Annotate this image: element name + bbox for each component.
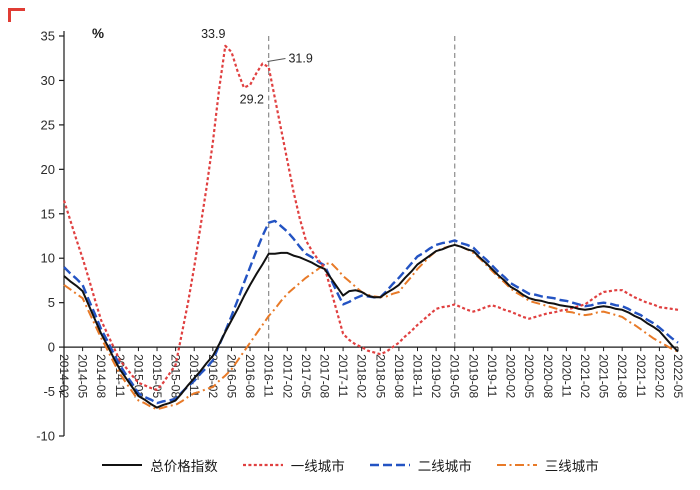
y-tick-label: 30 — [41, 73, 55, 88]
legend-swatch-total-price-index — [102, 464, 143, 466]
y-tick-label: -10 — [36, 429, 55, 444]
x-tick-label: 2017-08 — [317, 354, 331, 398]
y-tick-label: 0 — [48, 340, 55, 355]
y-tick-label: -5 — [43, 384, 55, 399]
x-tick-label: 2018-11 — [411, 354, 425, 397]
x-tick-label: 2021-05 — [597, 354, 611, 398]
x-tick-label: 2019-11 — [485, 354, 499, 397]
x-tick-label: 2021-08 — [615, 354, 629, 398]
x-tick-label: 2021-11 — [634, 354, 648, 397]
legend-item-tier-2-cities: 二线城市 — [369, 455, 472, 475]
x-tick-label: 2017-11 — [336, 354, 350, 397]
annotation-label-29.2: 29.2 — [240, 93, 264, 107]
y-axis-unit-label: % — [92, 26, 105, 41]
corner-mark — [8, 8, 25, 22]
price-index-line-chart: -10 -5 0 5 10 15 20 25 30 35 2014-02 2014-05 2014-08… — [36, 27, 685, 444]
annotation-label-31.9: 31.9 — [288, 52, 312, 66]
x-tick-label: 2015-11 — [187, 354, 201, 397]
x-tick-label: 2022-02 — [652, 354, 666, 398]
x-tick-label: 2018-08 — [392, 354, 406, 398]
x-tick-label: 2017-05 — [299, 354, 313, 398]
legend-label-tier-2-cities: 二线城市 — [417, 459, 472, 474]
x-tick-label: 2021-02 — [578, 354, 592, 398]
x-tick-label: 2016-08 — [243, 354, 257, 398]
x-tick-label: 2017-02 — [280, 354, 294, 398]
legend-item-total-price-index: 总价格指数 — [101, 455, 218, 475]
y-tick-label: 20 — [41, 162, 55, 177]
y-tick-label: 25 — [41, 117, 55, 132]
legend-label-tier-1-cities: 一线城市 — [290, 459, 345, 474]
annotation-label-33.9: 33.9 — [201, 27, 225, 41]
y-tick-label: 5 — [48, 295, 55, 310]
y-tick-label: 15 — [41, 206, 55, 221]
x-tick-label: 2019-08 — [466, 354, 480, 398]
x-tick-label: 2015-02 — [131, 354, 145, 398]
x-tick-label: 2020-05 — [522, 354, 536, 398]
series-line-tier-1-cities — [62, 44, 679, 391]
annotation-connector — [267, 58, 286, 63]
legend-item-tier-3-cities: 三线城市 — [496, 455, 599, 475]
x-tick-label: 2018-02 — [355, 354, 369, 398]
x-tick-label: 2022-05 — [671, 354, 685, 398]
legend-swatch-tier-1-cities — [242, 463, 283, 467]
legend-swatch-tier-3-cities — [496, 464, 537, 466]
series-line-tier-3-cities — [63, 243, 679, 411]
legend-swatch-tier-2-cities — [369, 463, 410, 467]
x-tick-label: 2015-08 — [169, 354, 183, 398]
series-line-total-price-index — [63, 243, 679, 409]
x-tick-label: 2014-08 — [94, 354, 108, 398]
x-tick-label: 2020-11 — [559, 354, 573, 397]
x-tick-label: 2020-08 — [541, 354, 555, 398]
x-tick-label: 2016-11 — [262, 354, 276, 397]
x-tick-label: 2014-05 — [76, 354, 90, 398]
x-tick-label: 2019-02 — [429, 354, 443, 398]
x-tick-label: 2015-05 — [150, 354, 164, 398]
x-tick-label: 2019-05 — [448, 354, 462, 398]
y-tick-label: 10 — [41, 251, 55, 266]
legend-item-tier-1-cities: 一线城市 — [242, 455, 345, 475]
legend-label-tier-3-cities: 三线城市 — [544, 459, 599, 474]
x-tick-label: 2014-02 — [57, 354, 71, 398]
x-tick-label: 2018-05 — [373, 354, 387, 398]
legend-label-total-price-index: 总价格指数 — [150, 459, 218, 474]
x-tick-label: 2020-02 — [504, 354, 518, 398]
y-tick-label: 35 — [41, 29, 55, 44]
chart-legend: 总价格指数 一线城市 二线城市 三线城市 — [0, 450, 700, 480]
